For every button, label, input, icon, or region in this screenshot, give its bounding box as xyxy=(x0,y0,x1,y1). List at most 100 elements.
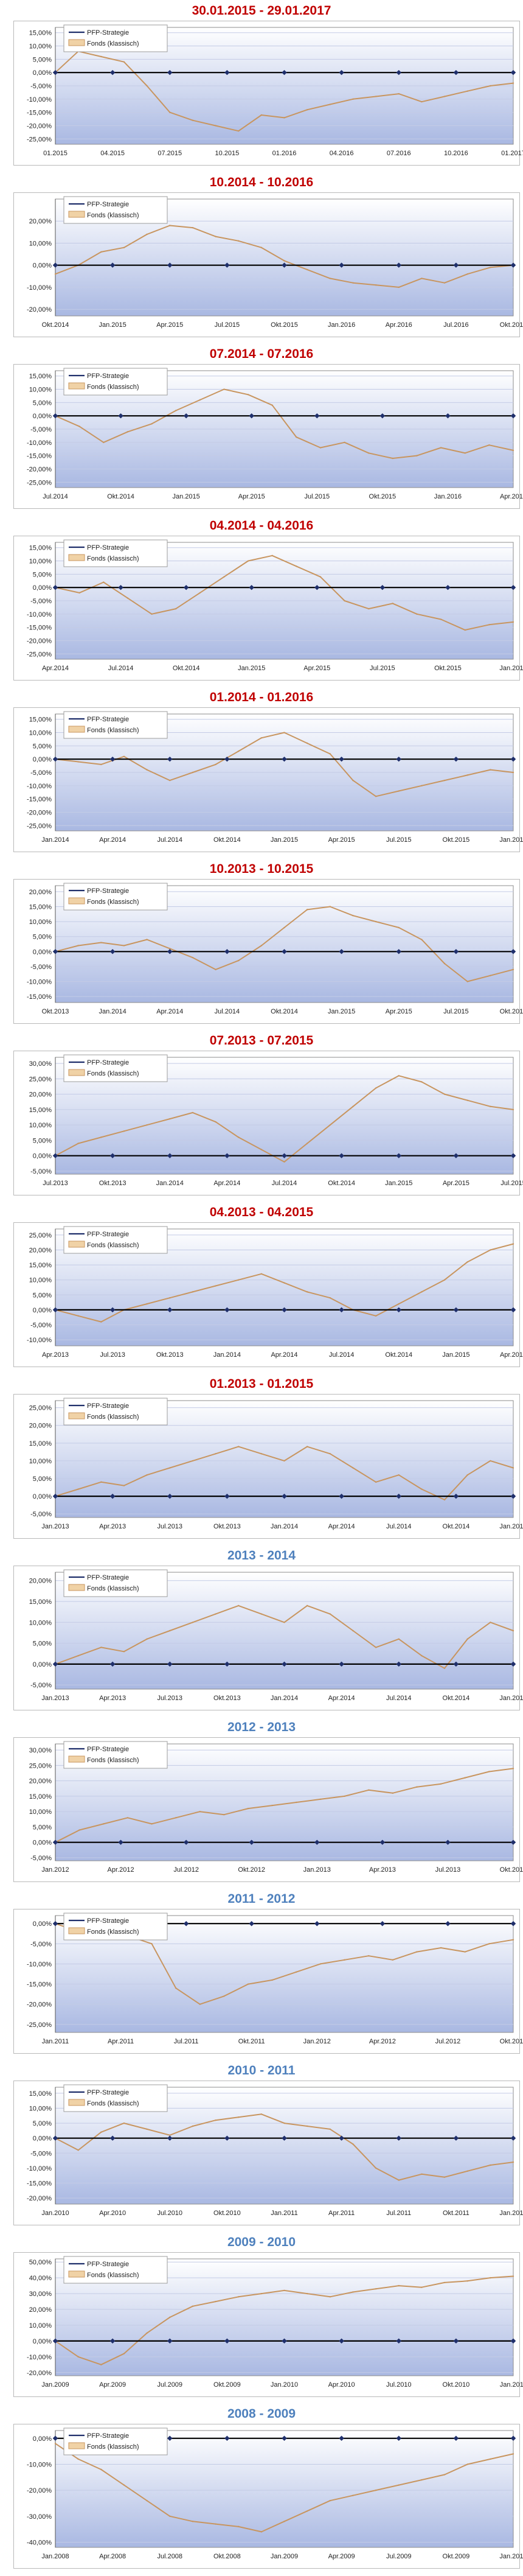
x-tick-label: 10.2015 xyxy=(215,150,239,157)
fund-point xyxy=(421,1654,423,1657)
fund-point xyxy=(368,452,370,454)
x-tick-label: Jan.2015 xyxy=(385,1180,412,1187)
y-tick-label: -20,00% xyxy=(27,809,52,816)
fund-point xyxy=(329,1453,331,1455)
fund-point xyxy=(260,1613,263,1615)
y-tick-label: 15,00% xyxy=(29,373,52,380)
fund-point xyxy=(123,1651,125,1653)
y-tick-label: 15,00% xyxy=(29,903,52,911)
chart-panel: 10.2014 - 10.2016 20,00% 10,00% 0,00% -10,00… xyxy=(0,172,523,343)
fund-point xyxy=(77,2356,79,2358)
fund-series-line xyxy=(55,1768,514,1843)
y-tick-label: 5,00% xyxy=(33,1292,52,1299)
fund-point xyxy=(192,1622,194,1623)
chart-title: 04.2013 - 04.2015 xyxy=(209,1205,314,1219)
fund-point xyxy=(192,2305,194,2308)
y-tick-label: 10,00% xyxy=(29,1277,52,1284)
strategy-point xyxy=(109,69,116,75)
fund-point xyxy=(126,431,129,433)
fund-point xyxy=(238,1279,240,1281)
fund-point xyxy=(192,226,194,229)
y-tick-label: -5,00% xyxy=(30,1682,52,1689)
fund-point xyxy=(512,968,514,971)
fund-point xyxy=(169,2316,171,2319)
fund-point xyxy=(283,1161,285,1163)
y-tick-label: -10,00% xyxy=(27,284,52,292)
fund-point xyxy=(169,1629,171,1632)
fund-point xyxy=(368,1789,370,1791)
y-tick-label: -5,00% xyxy=(30,2150,52,2157)
fund-point xyxy=(329,1297,331,1299)
x-tick-label: Jan.2013 xyxy=(41,1523,69,1530)
fund-point xyxy=(443,1279,446,1281)
fund-point xyxy=(238,130,240,132)
x-tick-label: Okt.2014 xyxy=(213,836,241,844)
fund-point xyxy=(466,774,468,776)
y-tick-label: -5,00% xyxy=(30,1322,52,1329)
fund-point xyxy=(100,2364,102,2366)
x-tick-label: Jan.2015 xyxy=(328,1008,355,1015)
fund-point xyxy=(352,2291,354,2293)
x-tick-label: Okt.2011 xyxy=(443,2210,469,2217)
y-tick-label: 20,00% xyxy=(29,1423,52,1430)
fund-point xyxy=(260,2292,263,2295)
y-tick-label: 30,00% xyxy=(29,1747,52,1754)
fund-point xyxy=(512,2453,514,2455)
fund-point xyxy=(440,618,442,620)
fund-point xyxy=(238,1446,240,1447)
fund-point xyxy=(169,1297,171,1299)
fund-point xyxy=(398,1474,400,1476)
fund-point xyxy=(490,1460,491,1462)
y-tick-label: -20,00% xyxy=(27,2001,52,2009)
chart-title: 07.2014 - 07.2016 xyxy=(209,347,314,361)
y-tick-label: -10,00% xyxy=(27,439,52,447)
legend-fund: Fonds (klassisch) xyxy=(87,1928,139,1936)
legend-fund: Fonds (klassisch) xyxy=(87,1242,139,1249)
fund-point xyxy=(238,240,240,242)
x-tick-label: Jan.2009 xyxy=(271,2553,298,2560)
y-tick-label: -10,00% xyxy=(27,611,52,618)
fund-point xyxy=(296,1971,297,1973)
x-tick-label: Jul.2014 xyxy=(386,1695,412,1702)
y-tick-label: 20,00% xyxy=(29,1778,52,1785)
fund-point xyxy=(283,2289,285,2292)
strategy-point xyxy=(167,756,173,762)
x-tick-label: Okt.2014 xyxy=(328,1180,355,1187)
y-tick-label: 10,00% xyxy=(29,558,52,565)
x-tick-label: Jan.2014 xyxy=(156,1180,184,1187)
fund-point xyxy=(306,1605,308,1607)
fund-point xyxy=(512,1939,514,1941)
line-chart: 20,00% 15,00% 10,00% 5,00% 0,00% -5,00% -10,00… xyxy=(27,883,523,1015)
fund-point xyxy=(416,613,418,615)
x-tick-label: Jan.2015 xyxy=(442,1351,469,1359)
x-tick-label: Jan.2015 xyxy=(499,1695,523,1702)
x-tick-label: Jan.2012 xyxy=(499,2210,523,2217)
fund-point xyxy=(490,85,491,87)
x-tick-label: Jul.2012 xyxy=(435,2038,461,2045)
y-tick-label: 10,00% xyxy=(29,2322,52,2329)
fund-point xyxy=(490,267,491,268)
strategy-point xyxy=(510,949,516,954)
y-tick-label: 30,00% xyxy=(29,1060,52,1068)
chart-panel: 07.2014 - 07.2016 15,00% 10,00% 5,00% 0,00% -… xyxy=(0,343,523,515)
x-tick-label: Apr.2015 xyxy=(238,493,265,500)
x-tick-label: Jan.2016 xyxy=(434,493,462,500)
fund-point xyxy=(215,1285,216,1287)
y-tick-label: 5,00% xyxy=(33,934,52,941)
y-tick-label: -20,00% xyxy=(27,122,52,130)
fund-point xyxy=(78,1829,80,1831)
fund-point xyxy=(238,959,240,962)
legend-fund: Fonds (klassisch) xyxy=(87,898,139,906)
fund-point xyxy=(283,732,285,733)
x-tick-label: Jan.2015 xyxy=(238,665,265,672)
legend: PFP-Strategie Fonds (klassisch) xyxy=(63,1226,168,1254)
fund-point xyxy=(100,2131,102,2133)
chart-frame: 15,00% 10,00% 5,00% 0,00% -5,00% -10,00% -15,0… xyxy=(13,21,523,166)
x-tick-label: Jul.2014 xyxy=(386,1523,412,1530)
fund-point xyxy=(416,455,418,457)
fund-point xyxy=(443,2176,446,2178)
fund-point xyxy=(306,742,308,744)
chart-frame: 15,00% 10,00% 5,00% 0,00% -5,00% -10,00% -15,0… xyxy=(13,2081,523,2225)
fund-point xyxy=(260,945,263,947)
fund-point xyxy=(169,779,171,782)
